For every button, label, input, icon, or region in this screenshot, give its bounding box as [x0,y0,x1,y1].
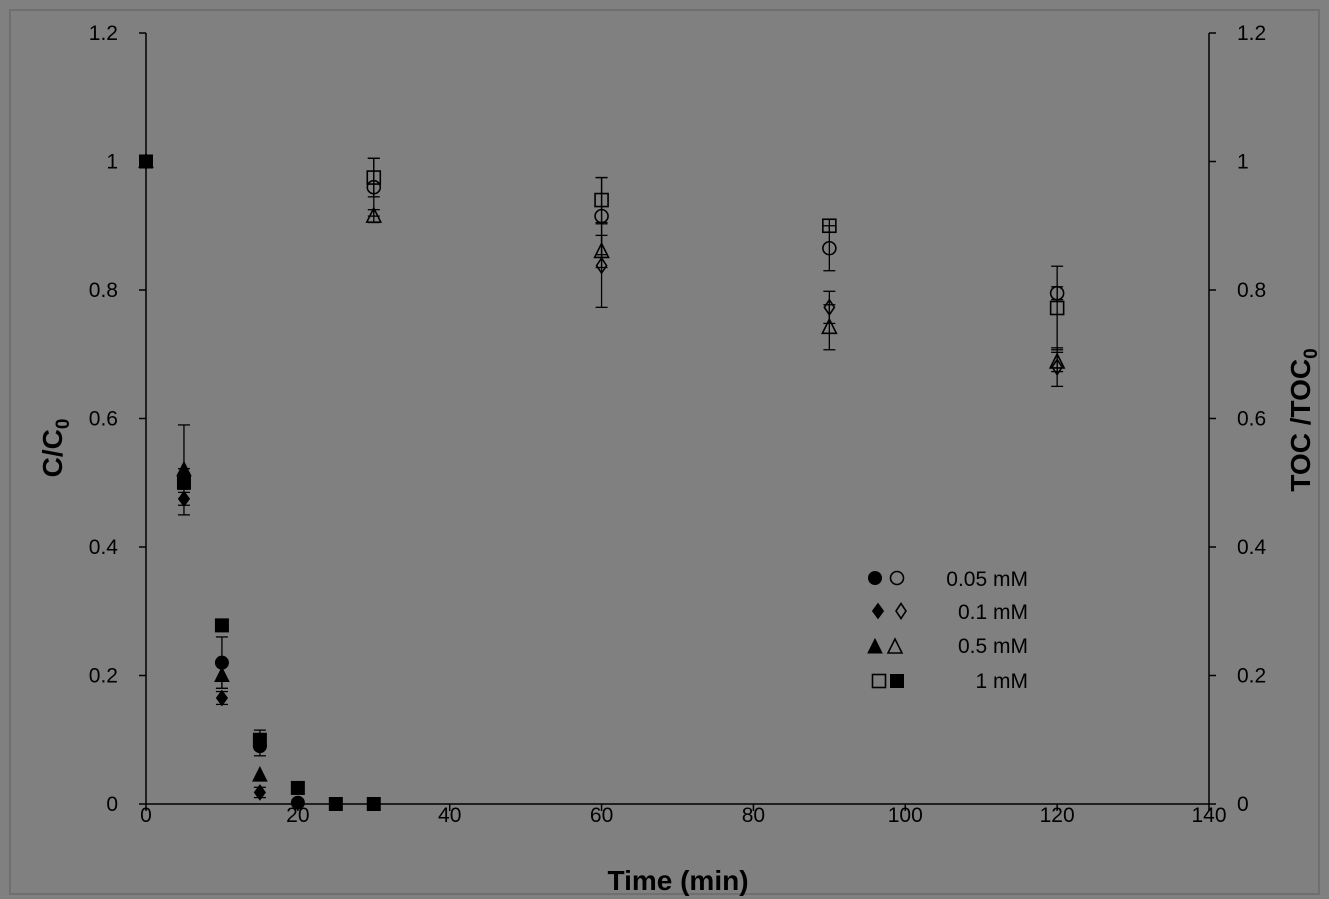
data-point [595,256,608,275]
left-axis-title: C/C0 [37,419,74,478]
legend-marker-0 [868,571,882,585]
data-point [366,179,382,195]
left-y-tick-label: 0.6 [89,408,118,431]
right-y-tick-label: 1 [1237,151,1249,174]
left-y-tick-label: 0.8 [89,279,118,302]
data-point [214,618,229,633]
data-point [177,490,191,508]
chart-frame [9,9,1320,895]
data-point [594,208,609,224]
data-point [822,240,837,256]
data-point [366,170,382,185]
data-markers [138,152,1066,811]
data-point [328,797,343,811]
right-y-tick-label: 0 [1237,793,1249,816]
data-point [1049,300,1065,316]
tick-labels: 0 00.2 0.20.4 0.40.6 0.60.8 0.81 11.2 1.20 20 40 6… [89,22,1267,827]
left-axis-title-main: C/C [37,429,68,477]
legend-label-2: 0.5 mM [958,635,1028,658]
data-point [176,475,191,490]
right-y-tick-label: 0.8 [1237,279,1266,302]
x-tick-label: 100 [888,804,923,827]
legend-marker [890,674,904,688]
legend-label-3: 1 mM [976,670,1029,693]
x-axis-title: Time (min) [607,865,748,896]
data-point [822,218,837,234]
right-axis-title-main: TOC /TOC [1285,359,1316,492]
legend-marker-2 [867,637,883,654]
data-point [1051,358,1064,377]
legend-marker-2b [886,637,904,654]
legend-marker-1 [871,602,885,620]
right-axis-title-subscript: 0 [1301,348,1322,359]
data-point [252,732,267,747]
data-point [215,689,229,707]
data-point [139,154,153,169]
legend-label-1: 0.1 mM [958,601,1028,624]
x-tick-label: 60 [590,804,613,827]
x-tick-label: 80 [742,804,765,827]
data-point [1048,352,1066,369]
data-point [214,666,230,682]
legend: 0.05 mM 0.1 mM 0.5 mM 1 mM [867,568,1029,693]
legend-marker [867,637,883,654]
right-y-tick-label: 0.2 [1237,665,1266,688]
legend-marker [895,602,907,620]
data-point [366,797,381,811]
data-point [594,192,609,208]
x-tick-label: 20 [286,804,309,827]
axes [139,32,1216,811]
legend-marker-3 [871,673,887,689]
left-axis-title-text: C/C0 [37,419,74,478]
legend-label-0: 0.05 mM [946,568,1028,591]
right-y-tick-label: 1.2 [1237,22,1266,45]
right-y-tick-label: 0.6 [1237,408,1266,431]
legend-marker-3b [890,674,904,688]
left-y-tick-label: 1.2 [89,22,118,45]
left-y-tick-label: 0.2 [89,665,118,688]
data-point [290,795,305,810]
legend-marker [868,571,882,585]
left-axis-title-subscript: 0 [53,419,74,430]
data-point [823,298,836,317]
x-tick-label: 0 [140,804,152,827]
data-point [253,784,267,801]
data-point [1049,285,1065,301]
left-y-tick-label: 1 [106,151,118,174]
left-y-tick-label: 0.4 [89,536,119,559]
data-point [821,317,838,335]
data-point [252,765,268,782]
x-tick-label: 140 [1191,804,1226,827]
left-y-tick-label: 0 [106,793,118,816]
right-axis-title-text: TOC /TOC0 [1285,348,1322,491]
right-y-tick-label: 0.4 [1237,536,1267,559]
x-tick-label: 120 [1040,804,1075,827]
legend-marker-1b [895,602,907,620]
data-point [365,206,383,223]
legend-marker [871,673,887,689]
data-point [593,241,610,259]
right-axis-title: TOC /TOC0 [1285,348,1322,491]
legend-marker-0b [889,570,905,586]
x-tick-label: 40 [438,804,461,827]
legend-marker [886,637,904,654]
legend-marker [889,570,905,586]
legend-marker [871,602,885,620]
data-point [290,780,305,795]
